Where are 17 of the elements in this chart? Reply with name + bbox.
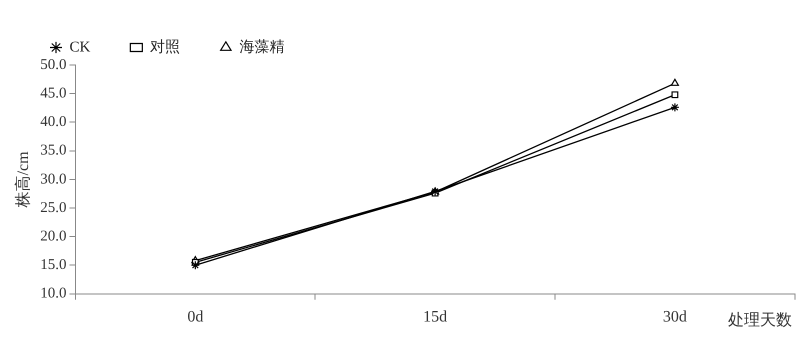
y-tick-label: 25.0 xyxy=(40,200,66,216)
y-tick-label: 30.0 xyxy=(40,171,66,188)
y-tick-label: 35.0 xyxy=(40,142,66,159)
y-tick-label: 45.0 xyxy=(40,86,66,102)
x-tick-label: 0d xyxy=(187,308,204,326)
y-tick-label: 40.0 xyxy=(40,114,66,130)
legend-label: CK xyxy=(70,39,91,56)
y-axis-title: 株高/cm xyxy=(14,150,32,208)
legend-label: 海藻精 xyxy=(239,38,284,56)
x-tick-label: 30d xyxy=(662,308,687,326)
y-tick-label: 20.0 xyxy=(40,228,66,245)
y-tick-label: 15.0 xyxy=(40,257,66,274)
y-tick-label: 10.0 xyxy=(40,286,66,302)
x-axis-title: 处理天数 xyxy=(728,311,792,330)
legend-label: 对照 xyxy=(150,38,180,56)
y-tick-label: 50.0 xyxy=(40,56,66,73)
x-tick-label: 15d xyxy=(423,308,448,326)
